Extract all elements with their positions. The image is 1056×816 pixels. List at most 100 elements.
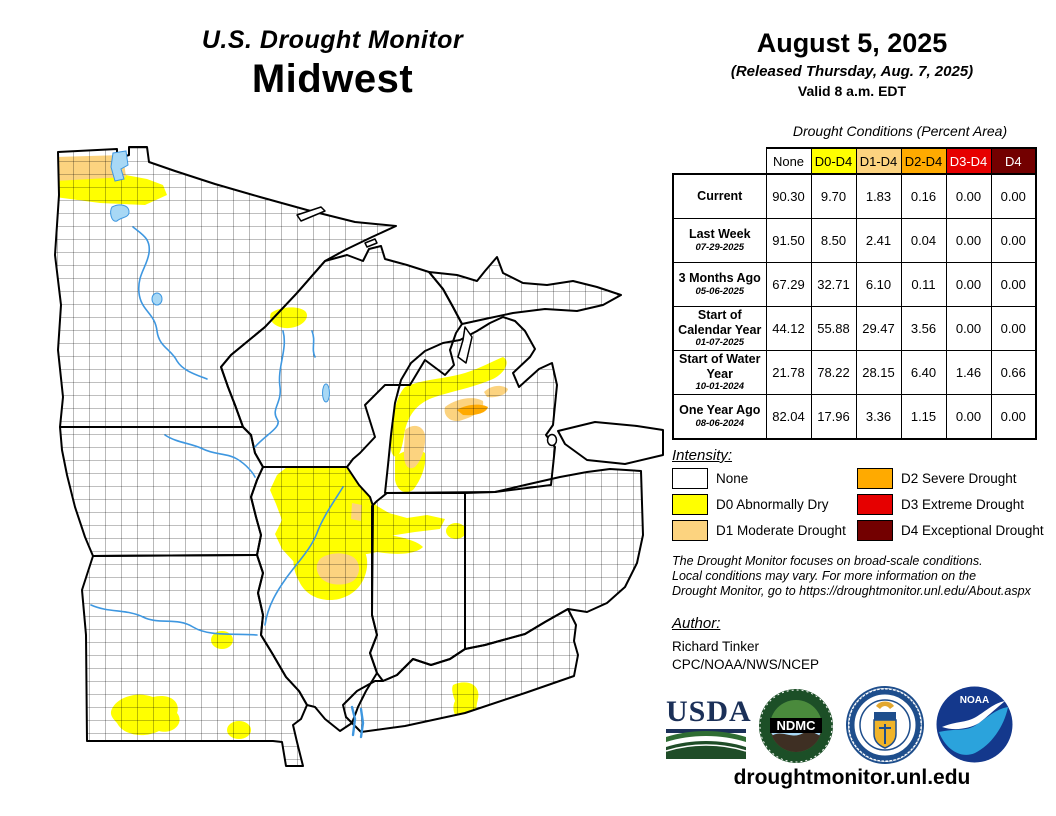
cell-value: 0.11 (900, 262, 947, 307)
cell-value: 0.00 (945, 173, 992, 219)
row-label: Last Week 07-29-2025 (672, 218, 767, 263)
cell-value: 1.15 (900, 394, 947, 440)
legend-item-d3: D3 Extreme Drought (857, 493, 1024, 515)
county-grid (55, 147, 643, 766)
chippewa-river (311, 330, 316, 358)
midwest-drought-map (25, 135, 665, 795)
cell-value: 28.15 (855, 350, 902, 395)
col-header-d3-d4: D3-D4 (945, 147, 992, 175)
cell-value: 0.66 (990, 350, 1037, 395)
cell-value: 0.00 (990, 173, 1037, 219)
apostle-islands (364, 238, 378, 248)
disclaimer-text: The Drought Monitor focuses on broad-sca… (672, 554, 1031, 598)
svg-text:NDMC: NDMC (777, 718, 817, 733)
red-lake (110, 204, 130, 222)
author-org: CPC/NOAA/NWS/NCEP (672, 657, 820, 672)
cell-value: 0.00 (945, 262, 992, 307)
cell-value: 32.71 (810, 262, 857, 307)
wisconsin-river (254, 330, 286, 448)
mississippi-river-upper (132, 226, 208, 380)
cell-value: 21.78 (765, 350, 812, 395)
cell-value: 1.83 (855, 173, 902, 219)
col-header-d1-d4: D1-D4 (855, 147, 902, 175)
released-date: (Released Thursday, Aug. 7, 2025) (730, 63, 974, 80)
legend-swatch-d2 (857, 467, 893, 489)
map-svg (54, 146, 664, 767)
legend-swatch-none (672, 467, 708, 489)
cell-value: 0.04 (900, 218, 947, 263)
valid-time: Valid 8 a.m. EDT (797, 83, 907, 99)
noaa-emblem-icon: NOAA (936, 686, 1013, 763)
legend-item-d1: D1 Moderate Drought (672, 519, 846, 541)
table-row-one-year-ago: One Year Ago 08-06-2024 82.04 17.96 3.36 … (672, 394, 1037, 440)
rivers (90, 226, 365, 739)
cell-value: 78.22 (810, 350, 857, 395)
map-date: August 5, 2025 (756, 28, 948, 58)
drought-conditions-table: None D0-D4 D1-D4 D2-D4 D3-D4 D4 Current … (672, 147, 1037, 440)
ndmc-seal-icon: NDMC (759, 689, 833, 763)
col-header-d4: D4 (990, 147, 1037, 175)
cell-value: 29.47 (855, 306, 902, 351)
cell-value: 44.12 (765, 306, 812, 351)
legend-swatch-d0 (672, 493, 708, 515)
cell-value: 82.04 (765, 394, 812, 440)
lake-st-clair (546, 433, 558, 447)
cell-value: 6.40 (900, 350, 947, 395)
cell-value: 17.96 (810, 394, 857, 440)
row-label: 3 Months Ago 05-06-2025 (672, 262, 767, 307)
cell-value: 3.56 (900, 306, 947, 351)
isle-royale-island (296, 206, 326, 222)
cell-value: 2.41 (855, 218, 902, 263)
cell-value: 90.30 (765, 173, 812, 219)
cell-value: 1.46 (945, 350, 992, 395)
drought-patch-d0-west-iowa (77, 535, 85, 549)
illinois-river (264, 486, 344, 626)
table-row-start-water-year: Start of Water Year 10-01-2024 21.78 78.2… (672, 350, 1037, 395)
legend-swatch-d1 (672, 519, 708, 541)
legend-item-d2: D2 Severe Drought (857, 467, 1017, 489)
cell-value: 0.00 (945, 218, 992, 263)
ndmc-logo: NDMC (758, 688, 834, 769)
table-row-last-week: Last Week 07-29-2025 91.50 8.50 2.41 0.04… (672, 218, 1037, 263)
missouri-river (90, 604, 258, 636)
state-borders (54, 146, 664, 767)
row-label: Start of Calendar Year 01-07-2025 (672, 306, 767, 351)
small-lakes (110, 150, 330, 403)
legend-swatch-d3 (857, 493, 893, 515)
cell-value: 0.00 (990, 306, 1037, 351)
mille-lacs-lake (151, 292, 163, 306)
svg-text:NOAA: NOAA (960, 695, 989, 706)
cell-value: 0.16 (900, 173, 947, 219)
table-row-start-calendar-year: Start of Calendar Year 01-07-2025 44.12 5… (672, 306, 1037, 351)
map-title: U.S. Drought Monitor (201, 26, 464, 54)
map-title-block: U.S. Drought Monitor Midwest (60, 26, 605, 102)
usda-logo: USDA (665, 695, 752, 764)
cell-value: 67.29 (765, 262, 812, 307)
intensity-heading: Intensity: (672, 447, 733, 464)
commerce-seal (846, 686, 924, 769)
col-header-d2-d4: D2-D4 (900, 147, 947, 175)
door-peninsula (457, 326, 473, 364)
table-header-blank (673, 148, 766, 174)
row-label: Current (672, 173, 767, 219)
table-header-row: None D0-D4 D1-D4 D2-D4 D3-D4 D4 (673, 147, 1037, 175)
cell-value: 6.10 (855, 262, 902, 307)
author-name: Richard Tinker (672, 639, 760, 654)
des-moines-river (164, 434, 256, 478)
legend-item-none: None (672, 467, 748, 489)
cell-value: 0.00 (990, 218, 1037, 263)
cell-value: 0.00 (945, 306, 992, 351)
cell-value: 0.00 (990, 394, 1037, 440)
table-row-current: Current 90.30 9.70 1.83 0.16 0.00 0.00 (672, 173, 1037, 219)
cell-value: 55.88 (810, 306, 857, 351)
col-header-none: None (765, 147, 812, 175)
legend-item-d0: D0 Abnormally Dry (672, 493, 829, 515)
region-title: Midwest (251, 57, 414, 101)
commerce-seal-icon (846, 686, 924, 764)
cell-value: 3.36 (855, 394, 902, 440)
table-title: Drought Conditions (Percent Area) (792, 123, 1008, 139)
col-header-d0-d4: D0-D4 (810, 147, 857, 175)
kentucky-lake (350, 705, 357, 737)
usda-wordmark: USDA (666, 695, 752, 728)
author-heading: Author: (672, 615, 721, 632)
